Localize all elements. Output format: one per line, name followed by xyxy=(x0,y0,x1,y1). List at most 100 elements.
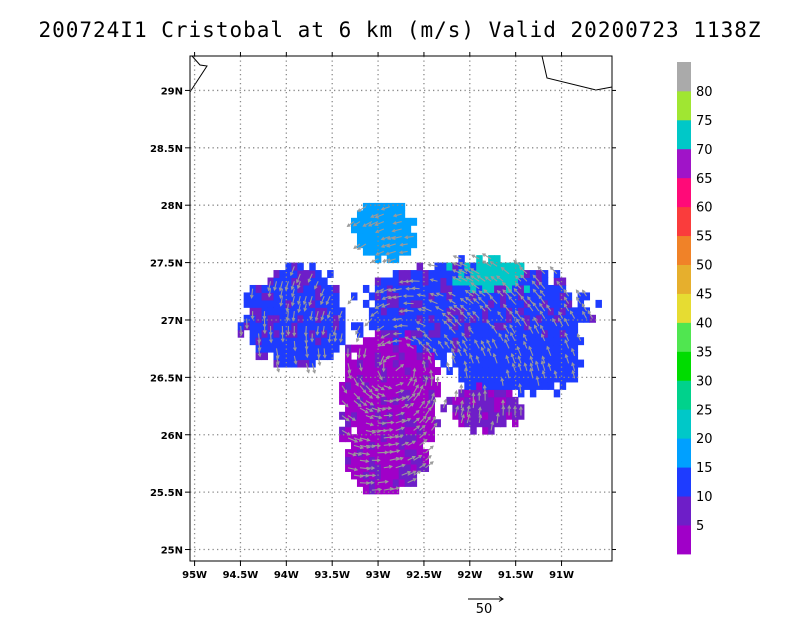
speed-cell xyxy=(523,314,531,323)
speed-cell xyxy=(476,344,483,353)
speed-cell xyxy=(470,337,477,346)
wind-vector xyxy=(509,324,516,334)
speed-cell xyxy=(464,389,471,398)
wind-vector-head xyxy=(387,288,392,292)
speed-cell xyxy=(380,217,388,226)
speed-cell xyxy=(279,270,286,279)
speed-cell xyxy=(500,270,507,279)
colorbar-segment xyxy=(677,351,691,381)
speed-cell xyxy=(535,381,543,390)
speed-cell xyxy=(422,322,430,331)
speed-cell xyxy=(398,352,406,361)
wind-vector xyxy=(381,235,390,240)
colorbar-label: 60 xyxy=(696,201,713,216)
speed-cell xyxy=(452,299,459,308)
wind-vector xyxy=(452,276,462,282)
wind-vector xyxy=(538,281,546,290)
wind-vector xyxy=(359,385,366,393)
wind-vector-head xyxy=(482,384,487,389)
speed-cell xyxy=(553,322,561,331)
wind-vector-head xyxy=(357,354,362,359)
speed-cell xyxy=(362,449,370,458)
wind-vector xyxy=(240,325,242,335)
wind-vector-head xyxy=(292,332,297,337)
wind-vector-head xyxy=(380,386,385,391)
x-tick-label: 94.5W xyxy=(223,570,259,581)
wind-vector xyxy=(347,370,352,379)
speed-cell xyxy=(392,277,400,286)
wind-vector-head xyxy=(521,316,525,321)
wind-vector xyxy=(392,288,402,291)
wind-vector-head xyxy=(464,268,469,273)
speed-cell xyxy=(339,389,346,398)
speed-cell xyxy=(452,270,459,279)
speed-cell xyxy=(517,337,525,346)
speed-cell xyxy=(315,270,322,279)
colorbar-segment xyxy=(677,119,691,150)
wind-vector-head xyxy=(500,377,505,382)
colorbar-label: 70 xyxy=(696,143,713,158)
wind-vector-head xyxy=(411,286,416,291)
speed-cell xyxy=(464,299,471,308)
speed-cell xyxy=(428,419,435,428)
speed-cell xyxy=(488,262,495,271)
wind-vector xyxy=(359,407,369,414)
wind-vector xyxy=(474,339,480,349)
speed-cell xyxy=(452,411,459,420)
wind-vector-head xyxy=(457,275,462,280)
speed-cell xyxy=(422,299,430,308)
speed-cell xyxy=(482,329,489,338)
wind-vector xyxy=(383,451,393,454)
speed-cell xyxy=(464,396,471,405)
colorbar-segment xyxy=(677,409,691,439)
speed-cell xyxy=(482,367,489,375)
wind-vector xyxy=(538,295,546,304)
wind-vector xyxy=(548,363,552,371)
speed-cell xyxy=(553,367,561,375)
wind-vector-head xyxy=(556,280,561,285)
wind-vector-head xyxy=(380,236,385,241)
speed-cell xyxy=(273,322,280,331)
wind-vector xyxy=(453,262,462,267)
wind-vector-head xyxy=(380,335,385,339)
wind-vector-head xyxy=(441,312,446,317)
wind-vector xyxy=(436,292,444,297)
speed-cell xyxy=(547,284,555,293)
wind-vector-head xyxy=(389,428,394,432)
speed-cell xyxy=(422,307,430,316)
speed-cell xyxy=(517,352,525,361)
speed-cell xyxy=(506,299,513,308)
wind-vector-head xyxy=(477,296,482,301)
speed-cell xyxy=(488,381,495,390)
wind-vector-head xyxy=(448,299,453,303)
speed-cell xyxy=(458,292,465,301)
speed-cell xyxy=(446,292,453,301)
speed-cell xyxy=(374,411,382,420)
speed-cell xyxy=(541,344,549,353)
y-tick-label: 26N xyxy=(161,431,183,442)
speed-cell xyxy=(404,314,412,323)
wind-vector-head xyxy=(576,296,580,301)
speed-cell xyxy=(464,381,471,390)
speed-cell xyxy=(446,396,453,405)
wind-vector xyxy=(368,221,379,227)
speed-cell xyxy=(482,292,489,301)
wind-vector-head xyxy=(385,251,390,256)
wind-vector xyxy=(464,268,474,275)
speed-cell xyxy=(279,359,286,368)
speed-cell xyxy=(404,322,412,331)
wind-vector-head xyxy=(293,347,297,352)
speed-cell xyxy=(541,292,549,301)
wind-vector xyxy=(419,425,426,431)
wind-vector-head xyxy=(540,360,545,365)
wind-vector-head xyxy=(458,262,463,266)
speed-cell xyxy=(512,292,519,301)
speed-cell xyxy=(464,322,471,331)
speed-cell xyxy=(309,262,316,271)
speed-cell xyxy=(500,322,507,331)
wind-vector-head xyxy=(427,455,432,459)
speed-cell xyxy=(374,464,382,472)
speed-cell xyxy=(565,337,573,346)
wind-vector xyxy=(518,356,522,364)
wind-vector-head xyxy=(477,391,482,396)
